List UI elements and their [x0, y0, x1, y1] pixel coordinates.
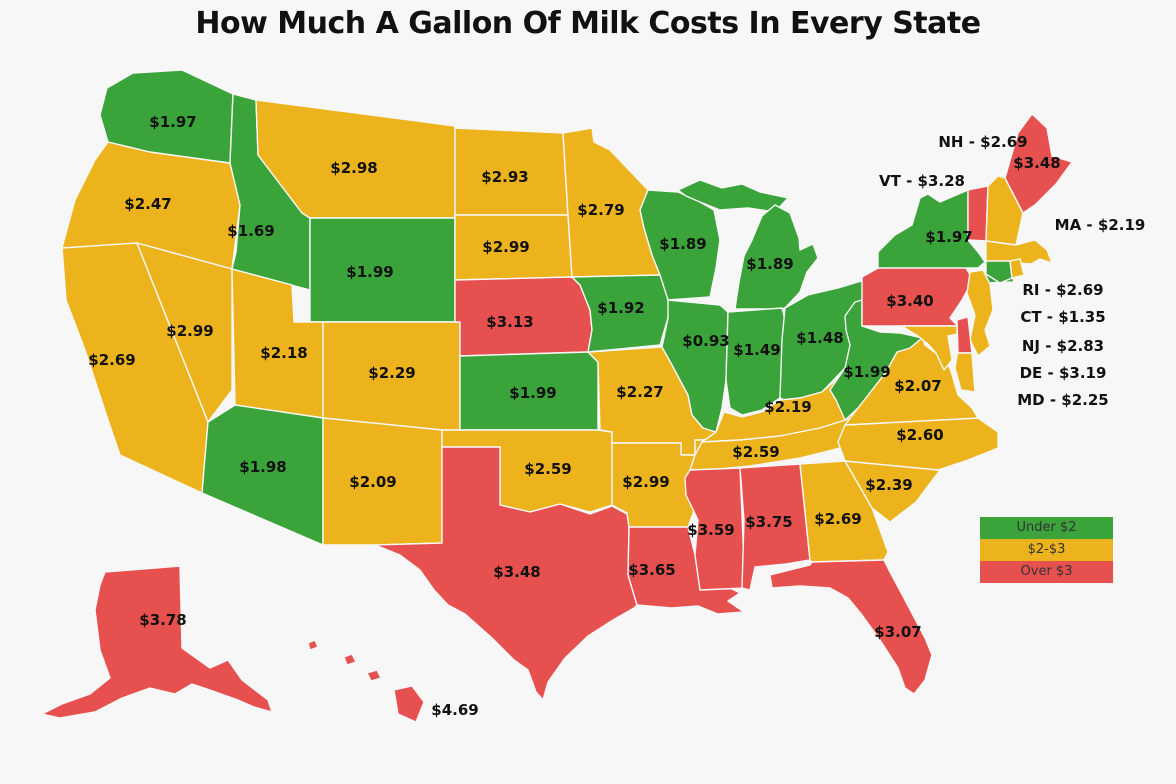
state-fl-shape [769, 559, 933, 695]
state-mi-shape-1 [677, 179, 789, 213]
state-az-price-label: $1.98 [239, 458, 286, 476]
state-ak-price-label: $3.78 [139, 611, 186, 629]
state-tn-price-label: $2.59 [732, 443, 779, 461]
state-wy-price-label: $1.99 [346, 263, 393, 281]
legend-item-over3: Over $3 [980, 561, 1113, 583]
state-mt-price-label: $2.98 [330, 159, 377, 177]
state-nv-price-label: $2.99 [166, 322, 213, 340]
state-az-shape [201, 404, 324, 546]
state-in-price-label: $1.49 [733, 341, 780, 359]
state-wi-price-label: $1.89 [659, 235, 706, 253]
state-hi-shape-1 [307, 639, 319, 651]
state-co-price-label: $2.29 [368, 364, 415, 382]
state-ky-price-label: $2.19 [764, 398, 811, 416]
state-or-price-label: $2.47 [124, 195, 171, 213]
state-ak-shape [41, 565, 273, 719]
state-hi-price-label: $4.69 [431, 701, 478, 719]
state-ks-shape [459, 351, 599, 431]
state-md-shape-1 [901, 325, 958, 371]
state-ga-price-label: $2.69 [814, 510, 861, 528]
state-in-shape [725, 307, 786, 416]
external-label-ma: MA - $2.19 [1054, 216, 1146, 234]
state-mi-shape-2 [734, 204, 819, 310]
state-me-price-label: $3.48 [1013, 154, 1060, 172]
state-nv-shape [136, 242, 233, 423]
state-mn-price-label: $2.79 [577, 201, 624, 219]
state-hi-shape-3 [366, 669, 382, 682]
state-nc-price-label: $2.60 [896, 426, 943, 444]
state-id-price-label: $1.69 [227, 222, 274, 240]
state-tx-price-label: $3.48 [493, 563, 540, 581]
state-hi-shape-4 [393, 685, 425, 723]
state-nj-shape [966, 269, 994, 357]
page-title: How Much A Gallon Of Milk Costs In Every… [195, 6, 981, 41]
state-ms-price-label: $3.59 [687, 521, 734, 539]
state-hi-shape-2 [343, 653, 357, 666]
state-de-shape [956, 316, 973, 354]
state-ca-price-label: $2.69 [88, 351, 135, 369]
external-label-ri: RI - $2.69 [1022, 281, 1104, 299]
state-me-shape [1004, 113, 1073, 214]
state-ms-shape [684, 467, 746, 591]
map-legend: Under $2 $2-$3 Over $3 [980, 517, 1113, 583]
external-label-vt: VT - $3.28 [879, 172, 965, 190]
state-ny-price-label: $1.97 [925, 228, 972, 246]
state-ar-price-label: $2.99 [622, 473, 669, 491]
legend-item-under2: Under $2 [980, 517, 1113, 539]
state-sc-price-label: $2.39 [865, 476, 912, 494]
state-ct-shape [985, 260, 1013, 284]
state-nd-price-label: $2.93 [481, 168, 528, 186]
state-fl-price-label: $3.07 [874, 623, 921, 641]
state-wv-price-label: $1.99 [843, 363, 890, 381]
state-oh-price-label: $1.48 [796, 329, 843, 347]
external-label-nh: NH - $2.69 [938, 133, 1028, 151]
state-oh-shape [779, 279, 866, 401]
external-label-de: DE - $3.19 [1019, 364, 1107, 382]
state-il-price-label: $0.93 [682, 332, 729, 350]
external-label-nj: NJ - $2.83 [1021, 337, 1105, 355]
state-pa-price-label: $3.40 [886, 292, 933, 310]
state-la-price-label: $3.65 [628, 561, 675, 579]
state-tx-shape [374, 446, 638, 701]
state-ne-price-label: $3.13 [486, 313, 533, 331]
state-va-price-label: $2.07 [894, 377, 941, 395]
state-nm-price-label: $2.09 [349, 473, 396, 491]
state-ut-price-label: $2.18 [260, 344, 307, 362]
external-label-ct: CT - $1.35 [1020, 308, 1106, 326]
state-mi-price-label: $1.89 [746, 255, 793, 273]
state-nc-shape [837, 417, 999, 471]
state-ri-shape [1009, 258, 1025, 279]
state-ok-price-label: $2.59 [524, 460, 571, 478]
state-sd-price-label: $2.99 [482, 238, 529, 256]
state-wa-price-label: $1.97 [149, 113, 196, 131]
state-mo-price-label: $2.27 [616, 383, 663, 401]
state-al-price-label: $3.75 [745, 513, 792, 531]
state-ks-price-label: $1.99 [509, 384, 556, 402]
external-label-md: MD - $2.25 [1017, 391, 1109, 409]
state-md-shape-2 [954, 352, 976, 393]
legend-item-2to3: $2-$3 [980, 539, 1113, 561]
state-ia-price-label: $1.92 [597, 299, 644, 317]
